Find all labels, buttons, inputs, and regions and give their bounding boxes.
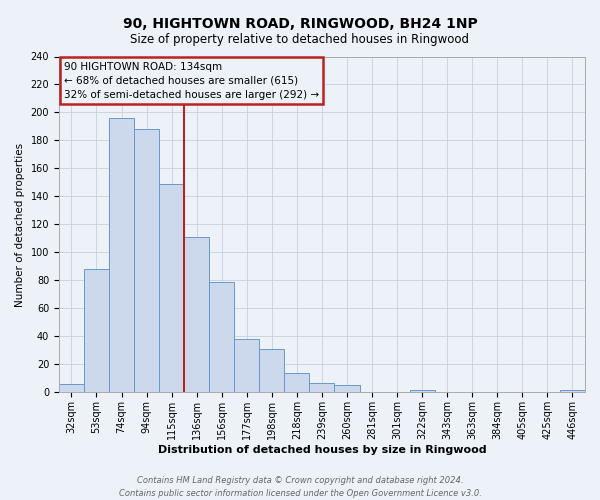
Bar [84, 270, 109, 392]
X-axis label: Distribution of detached houses by size in Ringwood: Distribution of detached houses by size … [158, 445, 486, 455]
Text: Size of property relative to detached houses in Ringwood: Size of property relative to detached ho… [131, 32, 470, 46]
Y-axis label: Number of detached properties: Number of detached properties [15, 142, 25, 306]
Bar [209, 282, 234, 393]
Text: Contains HM Land Registry data © Crown copyright and database right 2024.
Contai: Contains HM Land Registry data © Crown c… [119, 476, 481, 498]
Bar [560, 390, 585, 392]
Bar [109, 118, 134, 392]
Text: 90 HIGHTOWN ROAD: 134sqm
← 68% of detached houses are smaller (615)
32% of semi-: 90 HIGHTOWN ROAD: 134sqm ← 68% of detach… [64, 62, 319, 100]
Bar [234, 339, 259, 392]
Bar [410, 390, 434, 392]
Bar [334, 386, 359, 392]
Bar [310, 382, 334, 392]
Bar [259, 349, 284, 393]
Bar [184, 237, 209, 392]
Bar [134, 130, 159, 392]
Bar [59, 384, 84, 392]
Text: 90, HIGHTOWN ROAD, RINGWOOD, BH24 1NP: 90, HIGHTOWN ROAD, RINGWOOD, BH24 1NP [122, 18, 478, 32]
Bar [284, 373, 310, 392]
Bar [159, 184, 184, 392]
